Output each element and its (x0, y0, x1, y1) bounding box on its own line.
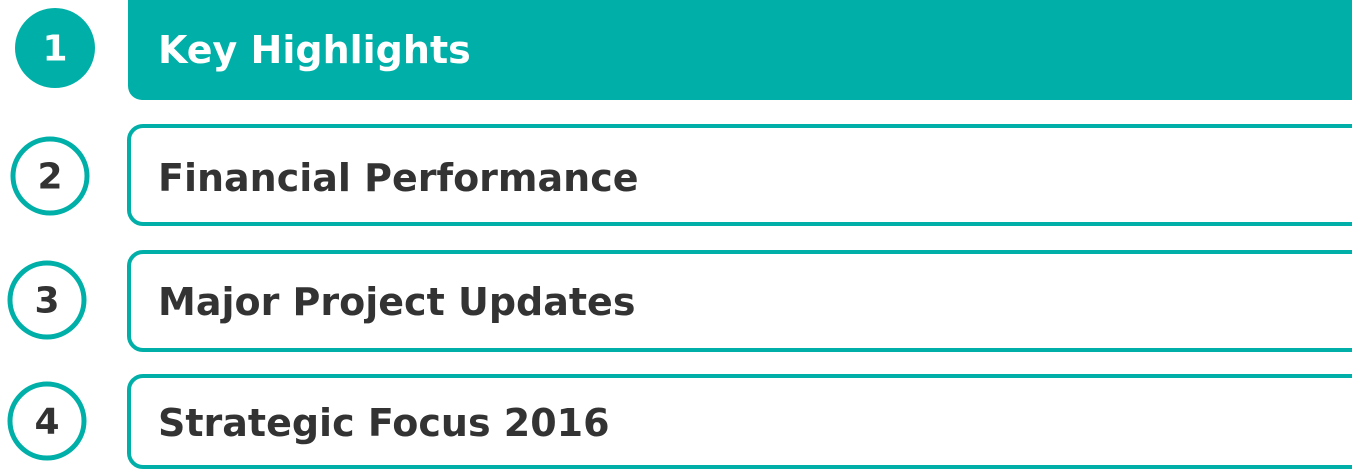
item-box (127, 250, 1352, 352)
item-number: 4 (34, 402, 59, 443)
agenda-item: 2 Financial Performance (10, 124, 1352, 226)
item-label: Major Project Updates (158, 280, 635, 324)
number-badge (15, 8, 95, 88)
agenda-item: 3 Major Project Updates (7, 250, 1352, 352)
number-badge (10, 136, 90, 216)
item-box (127, 124, 1352, 226)
item-number: 1 (42, 29, 67, 70)
item-box (128, 0, 1352, 100)
item-box (127, 374, 1352, 469)
item-label: Strategic Focus 2016 (158, 401, 610, 445)
number-badge (7, 260, 87, 340)
agenda-item: 1 Key Highlights (15, 0, 1352, 100)
item-label: Key Highlights (158, 28, 471, 72)
agenda-item: 4 Strategic Focus 2016 (7, 374, 1352, 469)
item-number: 2 (37, 157, 62, 198)
number-badge (7, 381, 87, 461)
item-label: Financial Performance (158, 156, 639, 200)
item-number: 3 (34, 281, 59, 322)
